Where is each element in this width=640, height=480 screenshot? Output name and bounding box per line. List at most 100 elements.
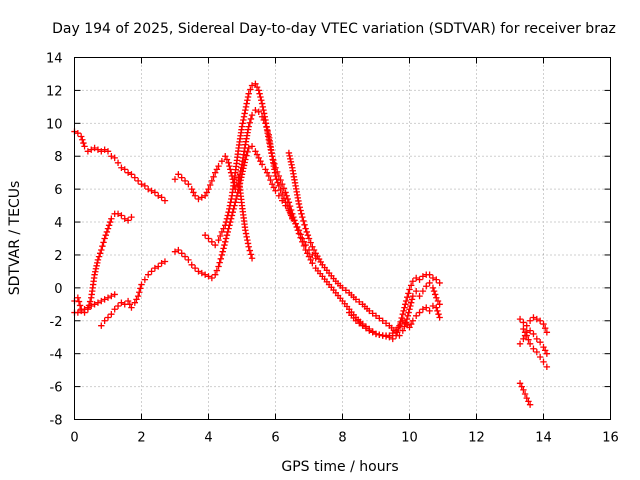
- data-point: [215, 263, 222, 270]
- data-point: [218, 228, 226, 236]
- data-point-fill: [403, 315, 411, 323]
- data-point: [309, 251, 316, 259]
- data-point-fill: [307, 256, 314, 264]
- data-point: [413, 312, 420, 320]
- data-point: [516, 315, 524, 323]
- data-point-fill: [242, 103, 250, 111]
- data-point: [429, 284, 437, 292]
- y-tick-label: 2: [54, 249, 62, 264]
- data-point-fill: [221, 241, 228, 249]
- data-point-fill: [226, 205, 233, 213]
- series-arc-11: [516, 314, 551, 336]
- data-point: [299, 238, 306, 245]
- data-point: [218, 251, 226, 259]
- data-point-fill: [266, 143, 274, 150]
- data-point: [245, 243, 252, 250]
- data-point: [124, 297, 132, 305]
- data-point-fill: [541, 324, 549, 332]
- data-point-fill: [100, 239, 107, 246]
- data-point: [134, 177, 142, 185]
- data-point-fill: [257, 157, 264, 165]
- data-point-fill: [261, 113, 268, 120]
- data-point-fill: [402, 301, 409, 308]
- data-point: [372, 330, 380, 338]
- data-point: [74, 294, 82, 301]
- data-point: [98, 148, 105, 155]
- data-point-fill: [240, 113, 248, 120]
- data-point: [131, 299, 138, 306]
- data-point: [222, 238, 229, 245]
- data-point: [423, 283, 430, 290]
- data-point: [252, 80, 259, 88]
- x-tick-label: 0: [70, 431, 78, 446]
- data-point: [530, 314, 537, 321]
- data-point: [108, 153, 115, 160]
- data-point: [158, 194, 165, 201]
- data-point-fill: [227, 199, 234, 206]
- data-point: [78, 307, 85, 315]
- data-point-fill: [287, 155, 294, 163]
- data-point: [262, 166, 269, 173]
- data-point: [88, 146, 95, 153]
- data-point-fill: [407, 282, 415, 289]
- data-point: [114, 210, 122, 218]
- data-point-fill: [224, 212, 231, 219]
- data-point: [523, 332, 530, 339]
- data-point-fill: [247, 115, 255, 123]
- data-point: [145, 185, 152, 193]
- data-point: [101, 146, 108, 153]
- data-point-fill: [228, 195, 235, 203]
- data-point: [406, 306, 413, 313]
- data-point: [386, 332, 393, 339]
- data-point-fill: [136, 289, 143, 296]
- data-point: [108, 215, 115, 222]
- data-point-fill: [246, 119, 254, 126]
- data-point: [248, 111, 256, 119]
- data-point-fill: [435, 310, 442, 318]
- data-point: [339, 284, 346, 292]
- data-point-fill: [259, 103, 266, 111]
- y-tick-label: -8: [50, 414, 63, 429]
- data-point: [416, 292, 423, 300]
- data-point-fill: [247, 86, 254, 93]
- data-point: [285, 199, 293, 206]
- data-point: [191, 192, 199, 199]
- y-tick-label: 12: [46, 84, 63, 99]
- data-point-fill: [304, 232, 312, 239]
- data-point: [175, 171, 182, 178]
- data-point-fill: [239, 120, 246, 127]
- data-point: [148, 268, 155, 275]
- data-point: [423, 304, 430, 311]
- data-point-fill: [298, 210, 305, 218]
- data-point: [212, 241, 219, 249]
- data-point-fill: [244, 93, 252, 101]
- data-point-fill: [216, 259, 223, 266]
- data-point: [138, 181, 145, 188]
- series-arc-9: [285, 149, 443, 339]
- data-point: [225, 159, 232, 167]
- data-point: [128, 304, 135, 311]
- data-point: [372, 312, 380, 320]
- data-point: [295, 230, 303, 237]
- data-point: [94, 299, 102, 306]
- data-point-fill: [240, 162, 248, 169]
- x-tick-label: 8: [338, 431, 346, 446]
- data-point: [255, 154, 262, 162]
- data-point-fill: [93, 262, 100, 270]
- data-point-fill: [300, 217, 307, 225]
- data-point-fill: [271, 160, 278, 168]
- data-point: [520, 319, 527, 326]
- data-point: [540, 320, 547, 328]
- data-point: [309, 259, 316, 267]
- data-point: [268, 153, 276, 160]
- data-point: [436, 314, 443, 321]
- data-point: [111, 306, 118, 313]
- data-point-fill: [219, 248, 226, 255]
- data-point-fill: [227, 166, 234, 173]
- data-point-fill: [376, 315, 383, 322]
- data-point-fill: [244, 236, 251, 244]
- data-point-fill: [95, 253, 103, 260]
- data-point: [242, 156, 249, 163]
- data-point: [406, 286, 413, 293]
